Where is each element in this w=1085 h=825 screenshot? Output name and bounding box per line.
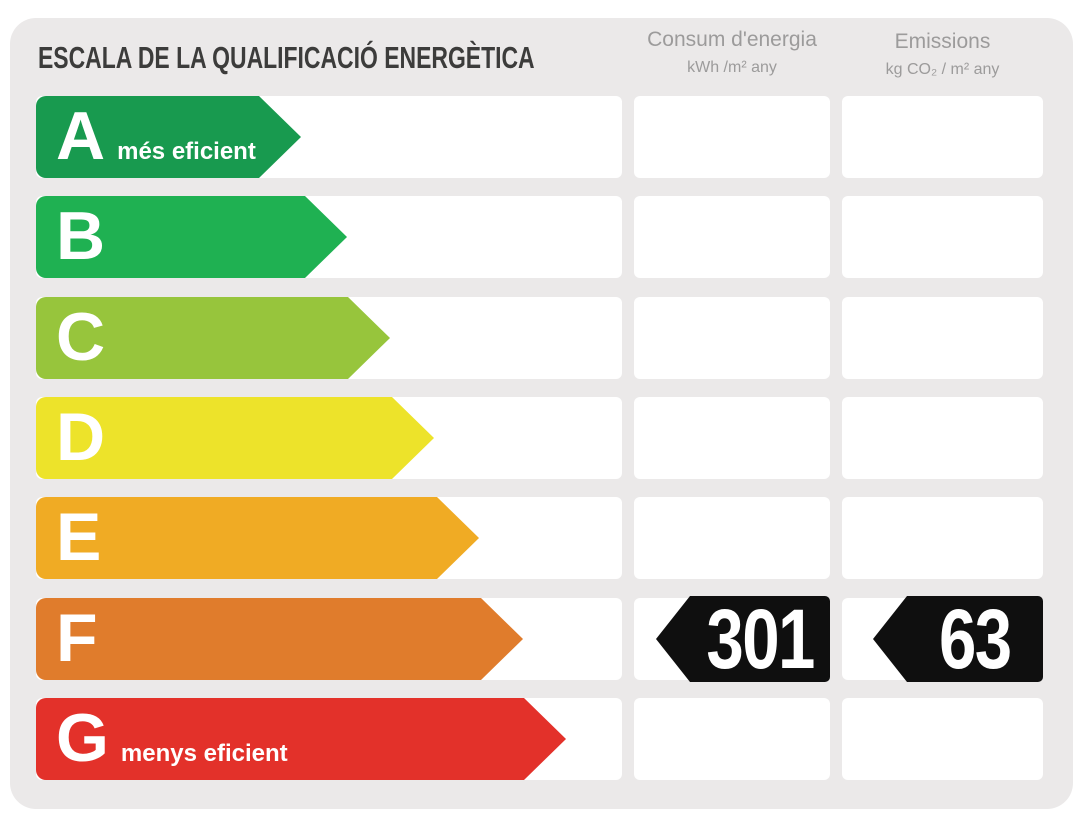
cell-emissions-c	[842, 297, 1043, 379]
grade-letter-e: E	[56, 499, 102, 575]
consum-value-badge: 301	[656, 596, 830, 682]
arrow-tip-b	[305, 196, 347, 278]
grade-caption-a: més eficient	[117, 138, 256, 165]
grade-letter-g: G	[56, 700, 109, 776]
emissions-value-badge-number: 63	[939, 592, 1012, 686]
cell-consum-g	[634, 698, 830, 780]
chart-title: ESCALA DE LA QUALIFICACIÓ ENERGÈTICA	[38, 40, 535, 75]
consum-header-unit: kWh /m² any	[687, 59, 777, 77]
cell-emissions-a	[842, 96, 1043, 178]
consum-column-header: Consum d'energia kWh /m² any	[634, 28, 830, 77]
rating-bar-b: B	[36, 196, 305, 278]
arrow-tip-d	[392, 397, 434, 479]
cell-emissions-d	[842, 397, 1043, 479]
rating-bar-d: D	[36, 397, 392, 479]
grade-letter-a: A	[56, 98, 106, 174]
arrow-tip-f	[481, 598, 523, 680]
cell-emissions-b	[842, 196, 1043, 278]
cell-emissions-g	[842, 698, 1043, 780]
emissions-value-badge: 63	[873, 596, 1043, 682]
arrow-tip-a	[259, 96, 301, 178]
grade-letter-f: F	[56, 600, 98, 676]
emissions-column-header: Emissions kg CO₂ / m² any	[842, 30, 1043, 79]
emissions-header-title: Emissions	[894, 30, 991, 53]
grade-caption-g: menys eficient	[120, 740, 288, 767]
arrow-tip-g	[524, 698, 566, 780]
emissions-header-unit: kg CO₂ / m² any	[885, 61, 1000, 79]
consum-value-badge-body: 301	[690, 596, 830, 682]
emissions-value-badge-body: 63	[907, 596, 1043, 682]
grade-letter-c: C	[56, 299, 106, 375]
cell-consum-d	[634, 397, 830, 479]
badge-arrow-tip	[656, 596, 690, 682]
rating-bar-f: F	[36, 598, 481, 680]
rating-bar-e: E	[36, 497, 437, 579]
grade-letter-d: D	[56, 399, 106, 475]
arrow-tip-c	[348, 297, 390, 379]
grade-letter-b: B	[56, 198, 106, 274]
cell-consum-e	[634, 497, 830, 579]
cell-consum-a	[634, 96, 830, 178]
arrow-tip-e	[437, 497, 479, 579]
cell-consum-c	[634, 297, 830, 379]
rating-bar-c: C	[36, 297, 348, 379]
cell-emissions-e	[842, 497, 1043, 579]
consum-header-title: Consum d'energia	[647, 28, 817, 51]
consum-value-badge-number: 301	[706, 592, 815, 686]
badge-arrow-tip	[873, 596, 907, 682]
cell-consum-b	[634, 196, 830, 278]
